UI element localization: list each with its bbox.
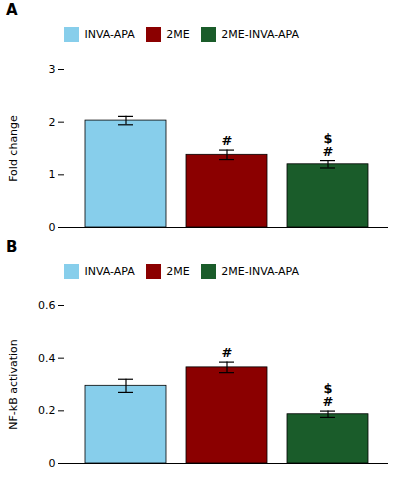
svg-text:0: 0 bbox=[49, 221, 56, 234]
html-text:INVA-APA: INVA-APA bbox=[84, 264, 135, 278]
svg-text:0.4: 0.4 bbox=[38, 352, 56, 365]
html-text:INVA-APA: INVA-APA bbox=[84, 28, 135, 41]
svg-text:#: # bbox=[222, 345, 233, 360]
svg-text:0.6: 0.6 bbox=[38, 299, 56, 312]
svg-text:0.2: 0.2 bbox=[38, 404, 56, 417]
svg-text:3: 3 bbox=[49, 63, 56, 76]
html-text:2ME-INVA-APA: 2ME-INVA-APA bbox=[221, 264, 299, 278]
svg-text:1: 1 bbox=[49, 168, 56, 181]
html-text:2ME-INVA-APA: 2ME-INVA-APA bbox=[221, 28, 299, 41]
html-text:2ME: 2ME bbox=[166, 28, 190, 41]
svg-text:#: # bbox=[222, 133, 233, 148]
svg-text:$#: $# bbox=[323, 130, 334, 158]
html-text:B: B bbox=[6, 237, 18, 256]
svg-text:0: 0 bbox=[49, 457, 56, 470]
html-text:2ME: 2ME bbox=[166, 264, 190, 278]
svg-text:2: 2 bbox=[49, 115, 56, 128]
svg-text:Fold change: Fold change bbox=[7, 114, 20, 181]
svg-text:NF-kB activation: NF-kB activation bbox=[7, 339, 20, 429]
html-text:A: A bbox=[6, 1, 18, 19]
svg-text:$#: $# bbox=[323, 381, 334, 409]
